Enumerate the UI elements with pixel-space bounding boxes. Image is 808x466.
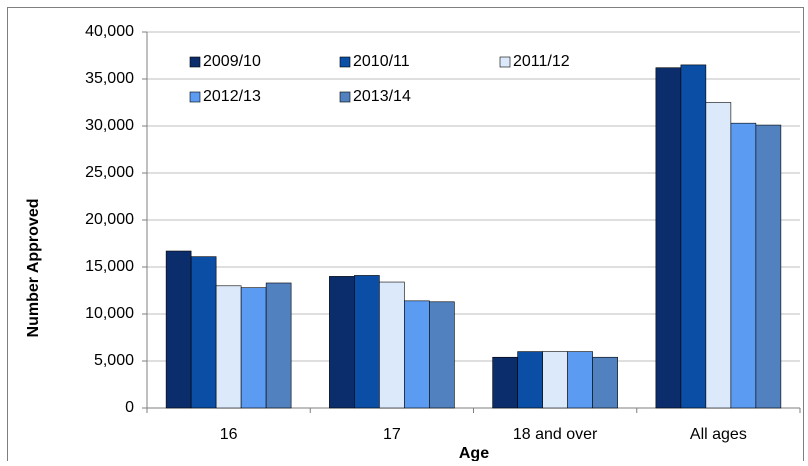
bar [240,287,267,409]
legend-swatch [189,91,201,103]
bar [404,300,430,409]
bar [265,282,292,409]
bar [755,124,782,409]
y-tick-label: 40,000 [85,23,134,40]
x-tick-label: 17 [383,426,401,443]
legend-swatch [499,56,511,68]
legend-swatch [189,56,201,68]
y-tick-label: 30,000 [85,117,134,134]
legend-label: 2010/11 [353,53,410,70]
legend-label: 2011/12 [513,53,570,70]
bar [592,356,618,409]
bar [354,275,380,409]
legend-swatch [339,56,351,68]
y-tick-label: 25,000 [85,164,134,181]
x-axis-title: Age [459,445,489,461]
y-axis-title: Number Approved [25,199,42,338]
bar [567,351,593,409]
bar [730,122,757,409]
legend-label: 2009/10 [203,53,261,70]
legend-swatch [339,91,351,103]
bar [329,276,355,409]
bar [190,256,217,409]
bar [705,102,732,409]
y-tick-label: 20,000 [85,211,134,228]
bar [542,351,568,409]
y-tick-label: 0 [125,399,134,416]
y-tick-label: 5,000 [94,352,134,369]
y-tick-label: 35,000 [85,70,134,87]
bar [379,281,405,409]
legend-label: 2013/14 [353,88,411,105]
bar [492,356,518,409]
bar [165,250,192,409]
bar [517,351,543,409]
y-tick-label: 15,000 [85,258,134,275]
y-tick-label: 10,000 [85,305,134,322]
legend-label: 2012/13 [203,88,261,105]
x-tick-label: All ages [690,426,747,443]
x-tick-label: 16 [220,426,238,443]
bar [655,67,682,409]
bar [680,64,707,409]
bar [429,301,455,409]
bar [215,285,242,409]
x-tick-label: 18 and over [513,426,598,443]
